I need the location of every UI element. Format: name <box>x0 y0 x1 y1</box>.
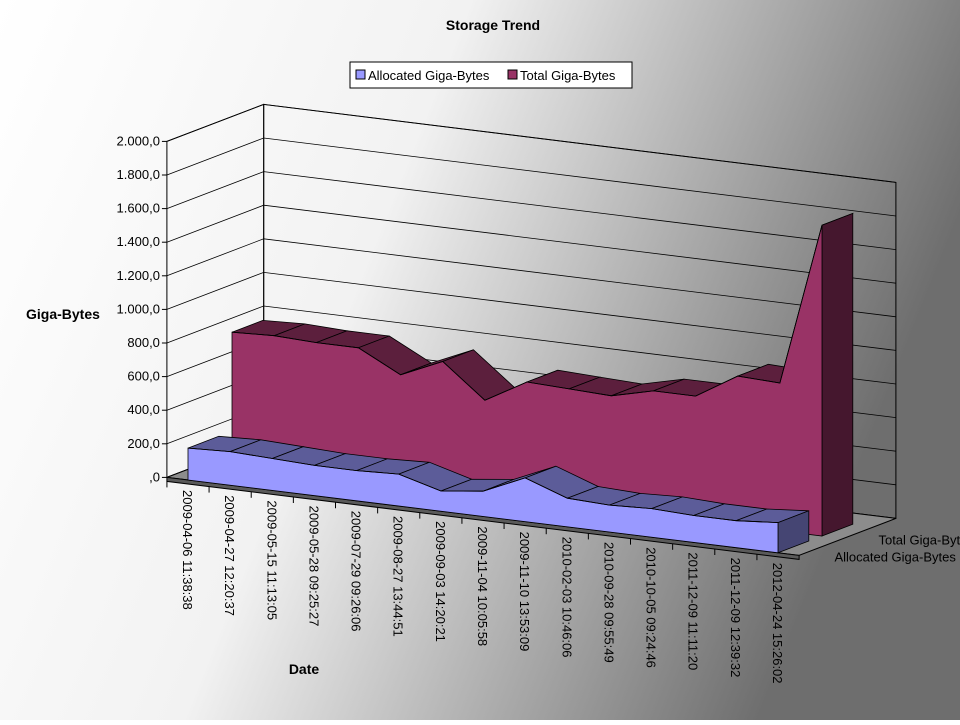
grid-line <box>166 305 896 385</box>
y-tick-label: 200,0 <box>127 436 160 451</box>
grid-line <box>166 271 896 351</box>
area-end <box>821 212 854 537</box>
x-tick-label: 2009-07-29 09:26:06 <box>349 511 364 632</box>
area-top-edge <box>187 447 779 523</box>
y-axis-title: Giga-Bytes <box>26 306 100 322</box>
legend-label: Total Giga-Bytes <box>520 68 616 83</box>
area-top-edge <box>231 225 823 401</box>
x-tick-label: 2009-04-06 11:38:38 <box>180 490 195 610</box>
y-tick-label: 1.400,0 <box>117 234 160 249</box>
x-tick-label: 2009-04-27 12:20:37 <box>222 495 237 616</box>
x-tick-label: 2011-12-09 12:39:32 <box>728 558 743 678</box>
y-tick-label: 2.000,0 <box>117 133 160 148</box>
y-tick-label: 600,0 <box>127 369 160 384</box>
x-tick-label: 2012-04-24 15:26:02 <box>770 563 785 684</box>
x-tick-label: 2009-11-04 10:05:58 <box>475 526 490 646</box>
x-tick-label: 2010-10-05 09:24:46 <box>644 547 659 668</box>
grid-line <box>166 137 896 217</box>
x-tick-label: 2009-05-15 11:13:05 <box>264 500 279 620</box>
grid-line <box>166 103 896 183</box>
legend-swatch <box>355 69 366 80</box>
y-tick-label: 1.800,0 <box>117 167 160 182</box>
depth-label: Allocated Giga-Bytes <box>834 550 956 565</box>
y-tick-label: 1.000,0 <box>117 301 160 316</box>
y-tick-label: 1.200,0 <box>117 268 160 283</box>
x-tick-label: 2009-09-03 14:20:21 <box>433 521 448 642</box>
y-tick-label: 1.600,0 <box>117 201 160 216</box>
x-axis-title: Date <box>289 661 320 677</box>
chart-title: Storage Trend <box>446 17 540 33</box>
grid-line <box>166 238 896 318</box>
x-tick-label: 2010-02-03 10:46:06 <box>559 537 574 658</box>
legend <box>349 61 633 89</box>
x-tick-label: 2009-11-10 13:53:09 <box>517 532 532 652</box>
x-tick-label: 2009-05-28 09:25:27 <box>306 506 321 627</box>
y-tick-label: ,0 <box>149 469 160 484</box>
x-tick-label: 2011-12-09 11:11:20 <box>686 552 701 670</box>
x-tick-label: 2009-08-27 13:44:51 <box>391 516 406 637</box>
legend-label: Allocated Giga-Bytes <box>368 68 490 83</box>
grid-line <box>166 204 896 284</box>
y-tick-label: 800,0 <box>127 335 160 350</box>
y-tick-label: 400,0 <box>127 402 160 417</box>
depth-label: Total Giga-Bytes <box>878 533 960 548</box>
x-tick-label: 2010-09-28 09:55:49 <box>601 542 616 663</box>
legend-swatch <box>507 69 518 80</box>
grid-line <box>166 171 896 250</box>
